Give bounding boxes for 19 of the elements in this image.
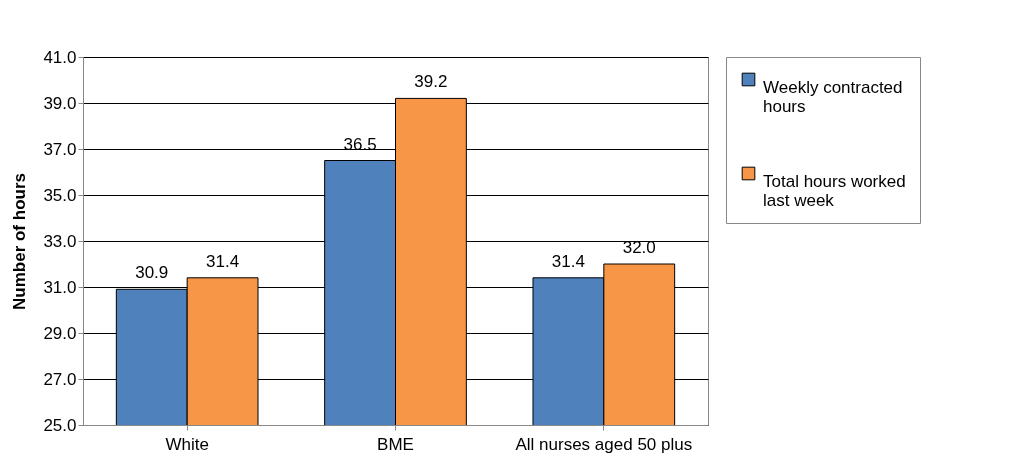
y-tick-label: 35.0 <box>43 185 77 205</box>
legend-label: Weekly contracted hours <box>763 77 903 116</box>
y-tick-label: 39.0 <box>43 93 77 113</box>
legend-label: Total hours worked last week <box>763 171 906 210</box>
y-tick-label: 31.0 <box>43 277 77 297</box>
data-label: 31.4 <box>551 251 585 271</box>
x-tick-label: All nurses aged 50 plus <box>515 434 693 454</box>
x-tick-label: BME <box>377 434 414 454</box>
data-label: 30.9 <box>135 263 169 283</box>
y-tick-label: 25.0 <box>43 415 77 435</box>
y-tick-label: 29.0 <box>43 323 77 343</box>
y-tick-label: 37.0 <box>43 139 77 159</box>
data-label: 39.2 <box>414 72 448 92</box>
x-tick-label: White <box>165 434 209 454</box>
data-label: 31.4 <box>206 251 240 271</box>
y-tick-label: 41.0 <box>43 47 77 67</box>
y-tick-label: 33.0 <box>43 231 77 251</box>
y-tick-label: 27.0 <box>43 369 77 389</box>
y-axis-title: Number of hours <box>10 173 30 310</box>
